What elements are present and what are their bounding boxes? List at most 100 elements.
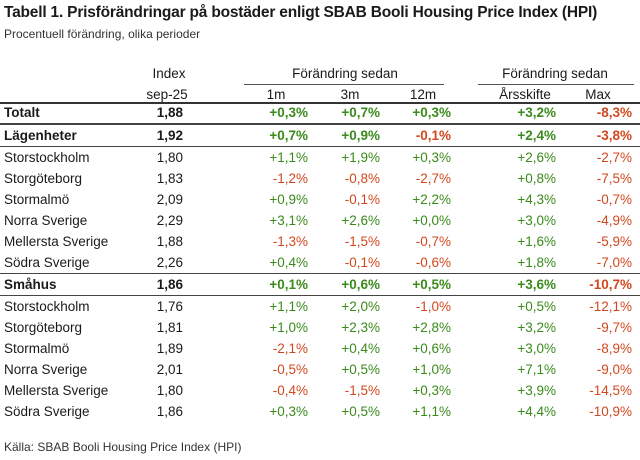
cell-m12: -0,1% <box>415 128 451 143</box>
row-label: Storstockholm <box>4 299 90 314</box>
cell-max: -10,7% <box>589 277 632 292</box>
cell-ytd: +3,2% <box>517 320 556 335</box>
cell-m1: -2,1% <box>272 341 308 356</box>
row-label: Totalt <box>4 105 40 120</box>
cell-m12: +1,0% <box>412 362 451 377</box>
group-underline-ytd-max <box>478 84 634 85</box>
cell-m3: +0,9% <box>341 128 380 143</box>
cell-max: -7,0% <box>596 255 632 270</box>
table-row: Lägenheter 1,92 +0,7% +0,9% -0,1% +2,4% -3,8% <box>0 124 640 147</box>
cell-m12: +2,2% <box>412 192 451 207</box>
cell-index: 1,80 <box>156 150 183 165</box>
table-row: Stormalmö 1,89 -2,1% +0,4% +0,6% +3,0% -8,9% <box>0 338 640 359</box>
row-label: Södra Sverige <box>4 255 90 270</box>
cell-ytd: +4,3% <box>517 192 556 207</box>
cell-m12: +1,1% <box>412 404 451 419</box>
cell-m12: +0,0% <box>412 213 451 228</box>
table-row: Mellersta Sverige 1,88 -1,3% -1,5% -0,7% +1,6… <box>0 231 640 252</box>
row-label: Stormalmö <box>4 192 70 207</box>
cell-ytd: +0,8% <box>517 171 556 186</box>
cell-ytd: +3,6% <box>517 277 556 292</box>
cell-m12: +2,8% <box>412 320 451 335</box>
cell-m12: +0,5% <box>412 277 451 292</box>
cell-max: -0,7% <box>596 192 632 207</box>
cell-m1: -1,3% <box>272 234 308 249</box>
cell-ytd: +1,6% <box>517 234 556 249</box>
cell-index: 1,83 <box>156 171 183 186</box>
cell-m12: -2,7% <box>415 171 451 186</box>
cell-m3: +0,6% <box>341 277 380 292</box>
cell-m3: -1,5% <box>344 234 380 249</box>
cell-m1: +1,1% <box>269 150 308 165</box>
cell-m1: -1,2% <box>272 171 308 186</box>
cell-index: 1,86 <box>156 404 183 419</box>
cell-index: 1,88 <box>156 105 183 120</box>
cell-index: 1,81 <box>156 320 183 335</box>
table-row: Storgöteborg 1,83 -1,2% -0,8% -2,7% +0,8% -7,5… <box>0 168 640 189</box>
cell-ytd: +2,6% <box>517 150 556 165</box>
header-12m: 12m <box>409 87 437 102</box>
cell-max: -12,1% <box>589 299 632 314</box>
cell-m3: +0,5% <box>341 362 380 377</box>
cell-max: -8,3% <box>596 105 632 120</box>
cell-m12: +0,3% <box>412 105 451 120</box>
cell-index: 2,26 <box>156 255 183 270</box>
cell-index: 1,80 <box>156 383 183 398</box>
table-row: Mellersta Sverige 1,80 -0,4% -1,5% +0,3% +3,9… <box>0 380 640 401</box>
cell-m12: -0,6% <box>415 255 451 270</box>
row-label: Södra Sverige <box>4 404 90 419</box>
header-max: Max <box>585 87 611 102</box>
cell-m1: +0,4% <box>269 255 308 270</box>
group-underline-periods <box>244 84 444 85</box>
row-label: Storgöteborg <box>4 320 83 335</box>
cell-m3: +1,9% <box>341 150 380 165</box>
table-row: Södra Sverige 1,86 +0,3% +0,5% +1,1% +4,4% -10… <box>0 401 640 422</box>
cell-max: -2,7% <box>596 150 632 165</box>
cell-max: -8,9% <box>596 341 632 356</box>
row-label: Norra Sverige <box>4 213 88 228</box>
cell-max: -14,5% <box>589 383 632 398</box>
header-rule <box>0 102 640 104</box>
cell-m1: +1,0% <box>269 320 308 335</box>
cell-ytd: +3,0% <box>517 213 556 228</box>
cell-m1: +0,3% <box>269 105 308 120</box>
cell-ytd: +0,5% <box>517 299 556 314</box>
table-row: Norra Sverige 2,01 -0,5% +0,5% +1,0% +7,1% -9,… <box>0 359 640 380</box>
table-row: Storgöteborg 1,81 +1,0% +2,3% +2,8% +3,2% -9,7… <box>0 317 640 338</box>
cell-m3: -0,1% <box>344 255 380 270</box>
cell-m1: -0,5% <box>272 362 308 377</box>
row-label: Småhus <box>4 277 57 292</box>
cell-max: -3,8% <box>596 128 632 143</box>
cell-max: -5,9% <box>596 234 632 249</box>
row-label: Mellersta Sverige <box>4 383 109 398</box>
cell-m3: +0,5% <box>341 404 380 419</box>
table-subtitle: Procentuell förändring, olika perioder <box>4 27 201 41</box>
header-ytd: Årsskifte <box>499 87 551 102</box>
cell-m3: +2,6% <box>341 213 380 228</box>
source-note: Källa: SBAB Booli Housing Price Index (H… <box>4 440 242 454</box>
cell-m1: +0,3% <box>269 404 308 419</box>
cell-max: -10,9% <box>589 404 632 419</box>
cell-index: 1,86 <box>156 277 183 292</box>
row-label: Storstockholm <box>4 150 90 165</box>
table-row: Småhus 1,86 +0,1% +0,6% +0,5% +3,6% -10,7% <box>0 273 640 296</box>
cell-max: -7,5% <box>596 171 632 186</box>
header-index: Index <box>152 66 186 81</box>
cell-m3: +2,0% <box>341 299 380 314</box>
cell-index: 1,88 <box>156 234 183 249</box>
cell-m1: +0,7% <box>269 128 308 143</box>
cell-ytd: +3,9% <box>517 383 556 398</box>
cell-m3: -0,8% <box>344 171 380 186</box>
cell-m1: -0,4% <box>272 383 308 398</box>
cell-index: 1,92 <box>156 128 183 143</box>
header-1m: 1m <box>266 87 286 102</box>
cell-max: -9,7% <box>596 320 632 335</box>
cell-ytd: +7,1% <box>517 362 556 377</box>
cell-index: 1,89 <box>156 341 183 356</box>
cell-ytd: +2,4% <box>517 128 556 143</box>
cell-ytd: +3,0% <box>517 341 556 356</box>
cell-m3: -0,1% <box>344 192 380 207</box>
table-row: Storstockholm 1,80 +1,1% +1,9% +0,3% +2,6% -2,… <box>0 147 640 168</box>
cell-index: 2,09 <box>156 192 183 207</box>
table-row: Norra Sverige 2,29 +3,1% +2,6% +0,0% +3,0% -4,… <box>0 210 640 231</box>
